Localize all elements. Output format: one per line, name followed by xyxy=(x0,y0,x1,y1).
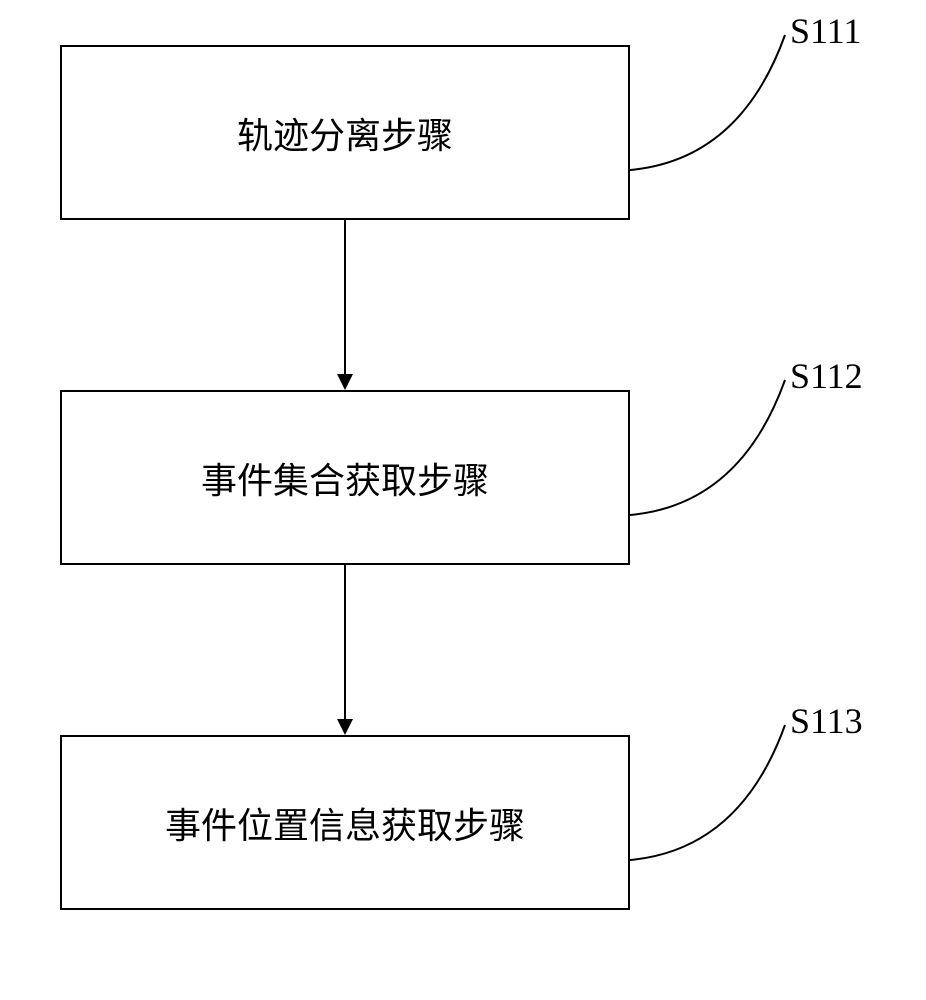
flow-box-text-s111: 轨迹分离步骤 xyxy=(237,107,453,159)
step-label-s113: S113 xyxy=(790,700,863,742)
step-label-s111: S111 xyxy=(790,10,861,52)
flow-box-s112: 事件集合获取步骤 xyxy=(60,390,630,565)
curve-connector-s113 xyxy=(630,720,790,865)
flow-box-s113: 事件位置信息获取步骤 xyxy=(60,735,630,910)
arrow-line-2 xyxy=(344,565,346,719)
curve-connector-s111 xyxy=(630,30,790,175)
flowchart-container: 轨迹分离步骤 S111 事件集合获取步骤 S112 事件位置信息获取步骤 S11… xyxy=(0,0,926,1000)
arrow-head-2 xyxy=(337,719,353,735)
flow-box-text-s112: 事件集合获取步骤 xyxy=(201,452,489,504)
flow-box-s111: 轨迹分离步骤 xyxy=(60,45,630,220)
flow-box-text-s113: 事件位置信息获取步骤 xyxy=(165,797,525,849)
step-label-s112: S112 xyxy=(790,355,863,397)
curve-connector-s112 xyxy=(630,375,790,520)
arrow-head-1 xyxy=(337,374,353,390)
arrow-line-1 xyxy=(344,220,346,374)
